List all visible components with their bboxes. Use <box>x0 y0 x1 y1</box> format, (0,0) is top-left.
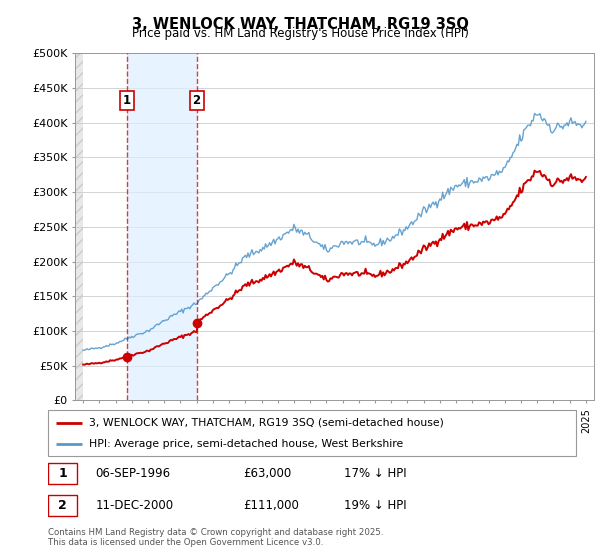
Text: Price paid vs. HM Land Registry's House Price Index (HPI): Price paid vs. HM Land Registry's House … <box>131 27 469 40</box>
FancyBboxPatch shape <box>48 410 576 456</box>
Text: 17% ↓ HPI: 17% ↓ HPI <box>344 467 406 480</box>
Bar <box>127 53 197 400</box>
Text: HPI: Average price, semi-detached house, West Berkshire: HPI: Average price, semi-detached house,… <box>89 439 403 449</box>
Text: 2: 2 <box>193 94 201 106</box>
Bar <box>75 53 83 400</box>
Text: 3, WENLOCK WAY, THATCHAM, RG19 3SQ (semi-detached house): 3, WENLOCK WAY, THATCHAM, RG19 3SQ (semi… <box>89 418 444 428</box>
Text: £111,000: £111,000 <box>244 499 299 512</box>
Text: Contains HM Land Registry data © Crown copyright and database right 2025.
This d: Contains HM Land Registry data © Crown c… <box>48 528 383 547</box>
Text: 3, WENLOCK WAY, THATCHAM, RG19 3SQ: 3, WENLOCK WAY, THATCHAM, RG19 3SQ <box>131 17 469 32</box>
Text: 1: 1 <box>122 94 131 106</box>
FancyBboxPatch shape <box>48 495 77 516</box>
Text: £63,000: £63,000 <box>244 467 292 480</box>
Text: 19% ↓ HPI: 19% ↓ HPI <box>344 499 406 512</box>
Text: 06-SEP-1996: 06-SEP-1996 <box>95 467 170 480</box>
Text: 1: 1 <box>58 467 67 480</box>
Text: 2: 2 <box>58 499 67 512</box>
FancyBboxPatch shape <box>48 463 77 484</box>
Text: 11-DEC-2000: 11-DEC-2000 <box>95 499 173 512</box>
